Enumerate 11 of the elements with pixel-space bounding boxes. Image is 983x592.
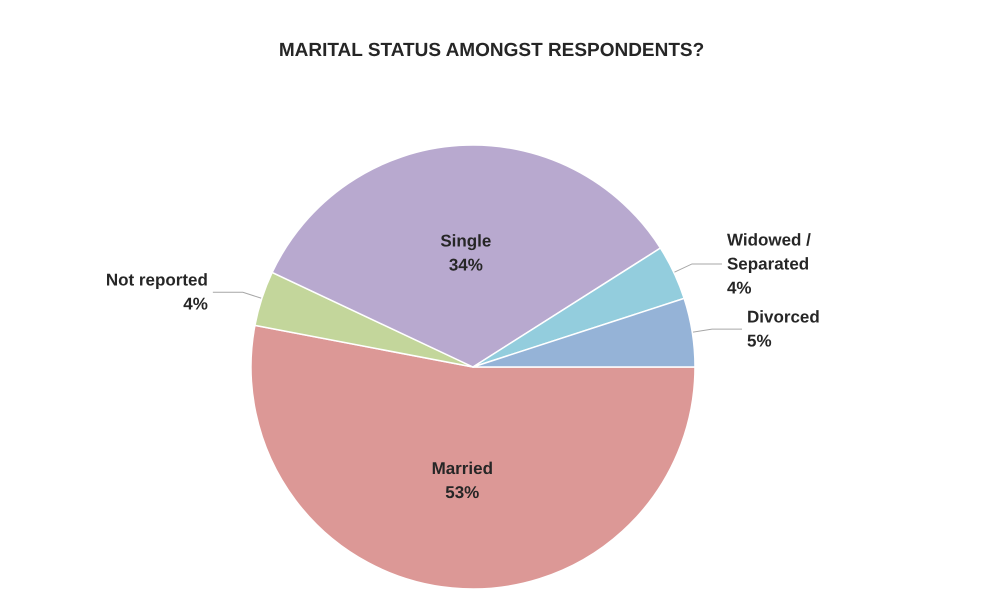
slice-label: Divorced (747, 308, 820, 327)
chart-title: MARITAL STATUS AMONGST RESPONDENTS? (278, 40, 704, 61)
data-label: 5% (747, 332, 772, 351)
slice-label: Not reported (106, 270, 208, 290)
data-label: 34% (448, 256, 483, 275)
slice-label: Single (440, 232, 492, 251)
data-label: 53% (445, 482, 480, 502)
data-label: 4% (183, 294, 208, 314)
slice-label: Married (432, 458, 493, 478)
data-label: 4% (726, 278, 752, 298)
slice-label: Widowed / Separated (726, 230, 816, 274)
